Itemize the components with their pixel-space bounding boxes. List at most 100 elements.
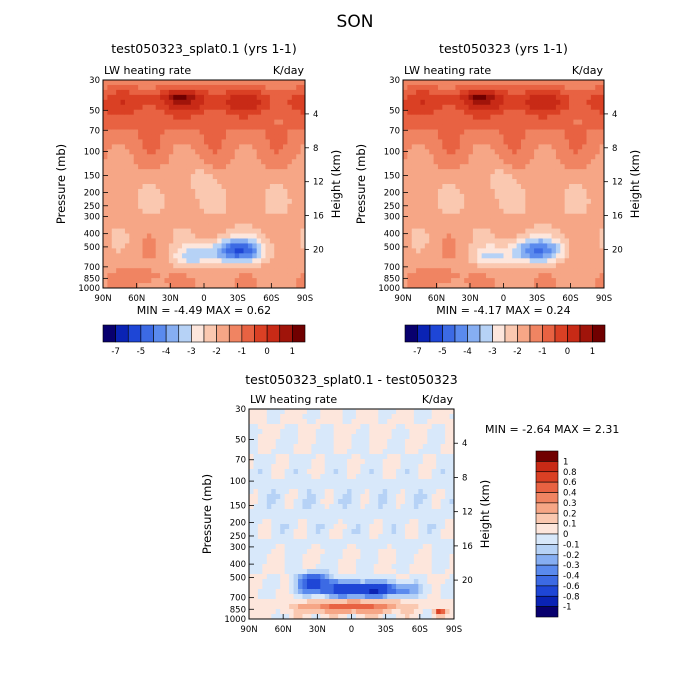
heatmap-cell bbox=[284, 574, 290, 580]
heatmap-cell bbox=[342, 454, 348, 460]
heatmap-cell bbox=[111, 169, 117, 175]
heatmap-cell bbox=[249, 569, 254, 575]
heatmap-cell bbox=[324, 449, 330, 455]
heatmap-cell bbox=[265, 238, 271, 244]
heatmap-cell bbox=[146, 104, 152, 111]
heatmap-cell bbox=[103, 238, 108, 244]
heatmap-cell bbox=[155, 213, 161, 220]
heatmap-cell bbox=[459, 114, 465, 121]
heatmap-cell bbox=[512, 268, 518, 274]
heatmap-cell bbox=[208, 89, 214, 96]
heatmap-cell bbox=[257, 559, 263, 565]
heatmap-cell bbox=[186, 104, 192, 111]
heatmap-cell bbox=[296, 139, 302, 145]
heatmap-cell bbox=[433, 80, 439, 86]
heatmap-cell bbox=[529, 174, 535, 180]
heatmap-cell bbox=[182, 154, 187, 160]
heatmap-cell bbox=[477, 203, 483, 210]
x-tick-label: 0 bbox=[501, 294, 506, 304]
heatmap-cell bbox=[249, 554, 254, 560]
heatmap-cell bbox=[577, 84, 583, 91]
heatmap-cell bbox=[437, 154, 443, 160]
heatmap-cell bbox=[195, 164, 201, 170]
heatmap-cell bbox=[269, 253, 275, 259]
heatmap-cell bbox=[420, 134, 426, 140]
heatmap-cell bbox=[534, 80, 539, 86]
heatmap-cell bbox=[247, 243, 253, 249]
heatmap-cell bbox=[520, 149, 526, 155]
heatmap-cell bbox=[280, 604, 286, 610]
heatmap-cell bbox=[595, 104, 601, 111]
heatmap-cell bbox=[547, 208, 552, 215]
heatmap-cell bbox=[293, 519, 299, 525]
heatmap-cell bbox=[283, 273, 288, 279]
heatmap-cell bbox=[407, 119, 413, 125]
heatmap-cell bbox=[168, 179, 174, 185]
heatmap-cell bbox=[142, 104, 148, 111]
y-tick-label: 70 bbox=[389, 126, 400, 136]
heatmap-cell bbox=[249, 429, 254, 435]
heatmap-cell bbox=[542, 129, 548, 135]
heatmap-cell bbox=[411, 238, 417, 244]
heatmap-cell bbox=[311, 504, 317, 510]
heatmap-cell bbox=[342, 564, 348, 570]
heatmap-cell bbox=[257, 584, 263, 590]
heatmap-cell bbox=[525, 184, 531, 190]
heatmap-cell bbox=[573, 139, 579, 145]
heatmap-cell bbox=[129, 193, 135, 200]
colorbar-box bbox=[254, 324, 268, 343]
heatmap-cell bbox=[269, 119, 275, 125]
heatmap-cell bbox=[569, 119, 574, 125]
heatmap-cell bbox=[116, 278, 121, 284]
heatmap-cell bbox=[342, 464, 348, 470]
heatmap-cell bbox=[503, 89, 509, 96]
heatmap-cell bbox=[199, 149, 205, 155]
heatmap-cell bbox=[160, 184, 165, 190]
heatmap-cell bbox=[481, 119, 487, 125]
heatmap-cell bbox=[433, 243, 439, 249]
heatmap-cell bbox=[333, 604, 339, 610]
heatmap-cell bbox=[257, 509, 263, 515]
heatmap-cell bbox=[520, 248, 526, 254]
heatmap-cell bbox=[195, 283, 201, 289]
heatmap-cell bbox=[221, 149, 227, 155]
heatmap-cell bbox=[525, 188, 531, 195]
heatmap-cell bbox=[333, 524, 339, 530]
heatmap-cell bbox=[287, 184, 293, 190]
heatmap-cell bbox=[234, 218, 240, 225]
heatmap-cell bbox=[490, 144, 496, 150]
heatmap-cell bbox=[265, 179, 271, 185]
heatmap-cell bbox=[481, 213, 487, 220]
heatmap-cell bbox=[329, 569, 335, 575]
heatmap-cell bbox=[477, 80, 483, 86]
heatmap-cell bbox=[160, 268, 165, 274]
heatmap-cell bbox=[252, 164, 258, 170]
heatmap-cell bbox=[590, 164, 596, 170]
heatmap-cell bbox=[451, 84, 456, 91]
heatmap-cell bbox=[455, 129, 461, 135]
heatmap-cell bbox=[280, 424, 286, 430]
heatmap-cell bbox=[168, 228, 174, 234]
heatmap-cell bbox=[221, 184, 227, 190]
heatmap-cell bbox=[329, 499, 335, 505]
heatmap-cell bbox=[455, 248, 461, 254]
heatmap-cell bbox=[595, 193, 601, 200]
heatmap-cell bbox=[247, 149, 253, 155]
heatmap-cell bbox=[560, 139, 566, 145]
heatmap-cell bbox=[293, 579, 299, 585]
heatmap-cell bbox=[306, 574, 312, 580]
heatmap-cell bbox=[269, 94, 275, 101]
heatmap-cell bbox=[151, 188, 157, 195]
heatmap-cell bbox=[424, 114, 430, 121]
heatmap-cell bbox=[525, 223, 531, 229]
heatmap-cell bbox=[564, 119, 570, 125]
heatmap-cell bbox=[551, 174, 557, 180]
heatmap-cell bbox=[103, 208, 108, 215]
heatmap-cell bbox=[212, 174, 218, 180]
heatmap-cell bbox=[230, 193, 236, 200]
heatmap-cell bbox=[442, 193, 448, 200]
heatmap-cell bbox=[142, 188, 148, 195]
heatmap-cell bbox=[582, 184, 587, 190]
heatmap-cell bbox=[429, 213, 434, 220]
heatmap-cell bbox=[411, 169, 417, 175]
